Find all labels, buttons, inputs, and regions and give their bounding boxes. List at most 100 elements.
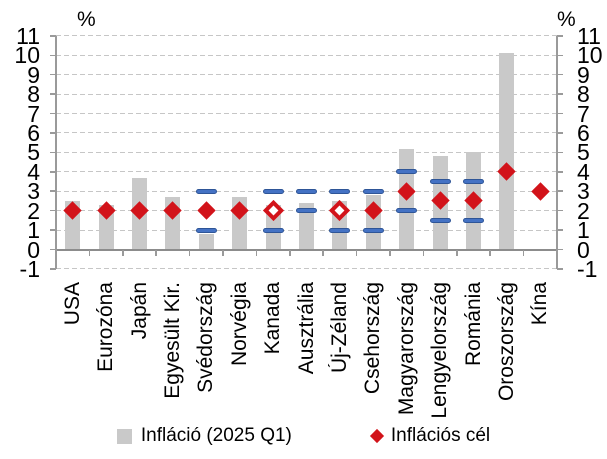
- y-axis-label-right: 4: [577, 158, 590, 185]
- y-gridline: [56, 171, 557, 173]
- y-axis-label-left: 2: [27, 197, 40, 224]
- target-diamond: [197, 201, 216, 220]
- x-axis-label: Eurozóna: [94, 282, 118, 372]
- legend-square-icon: [116, 428, 132, 444]
- target-band-dash: [362, 227, 384, 233]
- x-axis-label: Ausztrália: [294, 282, 318, 375]
- y-tick-left: [50, 132, 56, 134]
- target-band-dash: [429, 179, 451, 185]
- y-axis-label-right: 1: [577, 217, 590, 244]
- y-axis-label-right: 6: [577, 119, 590, 146]
- y-axis-unit-left: %: [77, 8, 96, 31]
- legend-label: Infláció (2025 Q1): [140, 425, 292, 446]
- y-tick-right: [557, 73, 563, 76]
- x-tick: [88, 249, 91, 256]
- x-tick: [389, 249, 391, 256]
- y-tick-left: [50, 151, 56, 154]
- target-band-dash: [195, 227, 217, 233]
- inflation-bar: [299, 202, 314, 250]
- y-axis-label-right: 10: [577, 42, 603, 69]
- y-axis-label-left: 9: [27, 61, 40, 88]
- y-axis-label-right: 11: [577, 22, 601, 49]
- target-band-dash: [429, 217, 451, 223]
- x-axis-label: Kína: [528, 282, 552, 326]
- x-axis-label: Magyarország: [394, 282, 418, 416]
- target-band-dash: [396, 208, 418, 214]
- x-axis-label: Oroszország: [494, 282, 518, 402]
- y-tick-left: [50, 209, 56, 212]
- y-axis-label-right: 3: [577, 178, 590, 205]
- y-axis-label-left: 1: [27, 217, 40, 244]
- x-tick: [322, 249, 324, 256]
- y-tick-right: [557, 151, 563, 154]
- target-diamond: [531, 182, 550, 201]
- x-tick: [289, 249, 291, 256]
- target-band-dash: [463, 179, 484, 185]
- x-axis-label: Lengyelország: [428, 282, 452, 419]
- x-axis-label: Csehország: [361, 282, 385, 395]
- y-gridline: [56, 93, 557, 95]
- x-axis-line: [56, 248, 557, 251]
- target-band-dash: [262, 227, 284, 233]
- y-tick-left: [50, 35, 56, 37]
- target-band-dash: [195, 188, 217, 194]
- y-axis-label-right: 8: [577, 81, 590, 108]
- x-axis-label: Norvégia: [227, 282, 251, 367]
- x-axis-label: Svédország: [194, 282, 218, 393]
- x-tick: [422, 249, 425, 256]
- y-axis-label-left: 5: [27, 139, 40, 166]
- y-tick-right: [557, 132, 563, 134]
- y-axis-label-right: 0: [577, 236, 590, 263]
- y-tick-right: [557, 209, 563, 212]
- y-axis-label-right: 5: [577, 139, 590, 166]
- legend-label: Inflációs cél: [390, 425, 491, 446]
- y-tick-right: [557, 35, 563, 37]
- x-tick: [522, 249, 525, 256]
- x-axis-label: Kanada: [261, 282, 285, 355]
- y-tick-left: [50, 112, 56, 115]
- target-band-dash: [296, 208, 317, 214]
- y-axis-label-left: 10: [14, 42, 40, 69]
- y-gridline: [56, 74, 557, 76]
- legend: Infláció (2025 Q1) Inflációs cél: [0, 425, 607, 447]
- y-axis-label-right: 2: [577, 197, 590, 224]
- y-tick-right: [557, 93, 563, 95]
- y-gridline: [56, 268, 557, 270]
- y-tick-left: [50, 190, 56, 192]
- target-band-dash: [296, 188, 317, 194]
- y-axis-label-left: 4: [27, 158, 40, 185]
- y-tick-left: [50, 54, 56, 57]
- legend-item: Infláció (2025 Q1): [116, 425, 292, 447]
- target-band-dash: [329, 227, 351, 233]
- y-axis-unit-right: %: [557, 8, 576, 31]
- y-gridline: [56, 113, 557, 115]
- y-axis-label-left: 0: [27, 236, 40, 263]
- x-tick: [222, 249, 224, 256]
- y-tick-left: [50, 248, 56, 251]
- y-axis-label-left: 8: [27, 81, 40, 108]
- y-gridline: [56, 132, 557, 134]
- legend-diamond-icon: [369, 428, 384, 444]
- y-axis-label-right: 9: [577, 61, 590, 88]
- y-gridline: [56, 35, 557, 37]
- x-tick: [122, 249, 124, 256]
- y-axis-label-left: 6: [27, 119, 40, 146]
- target-band-dash: [329, 188, 351, 194]
- y-tick-left: [50, 229, 56, 231]
- y-axis-label-left: -1: [19, 255, 40, 282]
- y-tick-right: [557, 229, 563, 231]
- y-tick-left: [50, 268, 56, 270]
- x-axis-label: Japán: [127, 282, 151, 340]
- x-tick: [155, 249, 157, 256]
- y-axis-right: [556, 36, 558, 269]
- y-tick-right: [557, 190, 563, 192]
- y-tick-left: [50, 73, 56, 76]
- x-axis-label: USA: [60, 282, 84, 326]
- x-tick: [355, 249, 358, 256]
- y-tick-right: [557, 171, 563, 173]
- y-tick-right: [557, 248, 563, 251]
- y-gridline: [56, 151, 557, 153]
- y-tick-left: [50, 171, 56, 173]
